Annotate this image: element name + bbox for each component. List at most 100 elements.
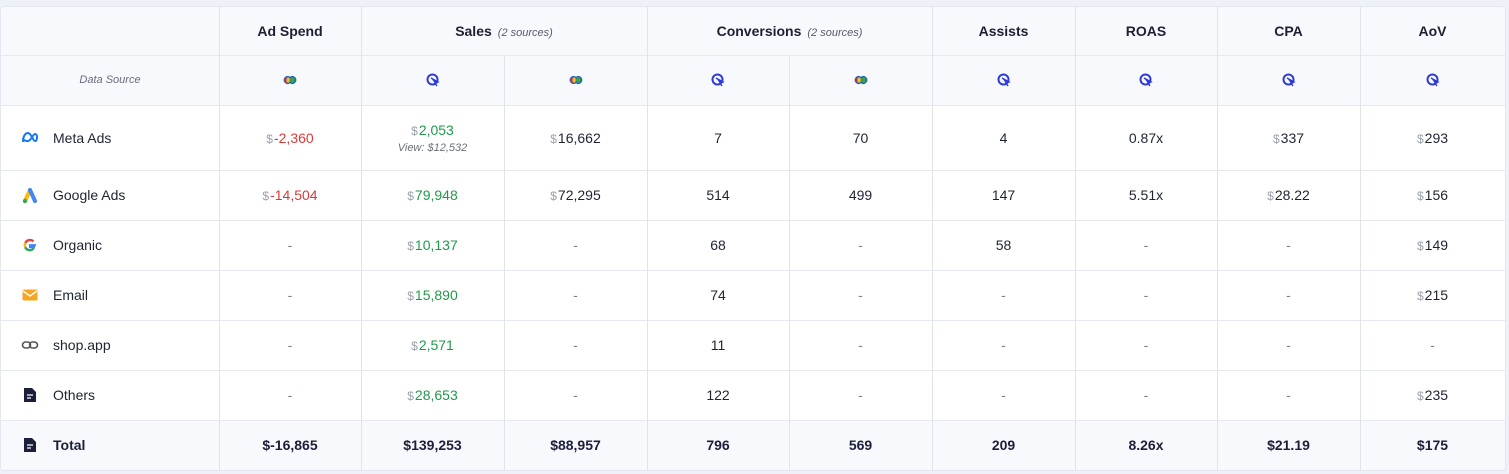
document-icon-wrap (21, 386, 39, 404)
metric-aov: $235 (1360, 370, 1505, 420)
data-source-cell[interactable] (1217, 55, 1360, 105)
currency-symbol: $ (407, 239, 414, 253)
total-value: $139,253 (403, 437, 462, 453)
metric-value: 7 (714, 129, 722, 146)
metric-ad-spend: - (219, 370, 361, 420)
metric-value: 156 (1424, 187, 1449, 203)
data-source-cell[interactable] (361, 55, 504, 105)
attribution-source-icon (426, 73, 440, 87)
empty-value: - (287, 337, 293, 353)
metric-ad-spend: - (219, 320, 361, 370)
metric-roas: - (1075, 320, 1217, 370)
metric-assists: 4 (932, 105, 1075, 170)
currency-symbol: $ (262, 189, 270, 203)
header-roas-label: ROAS (1126, 23, 1166, 39)
channel-name: Google Ads (53, 187, 126, 203)
empty-value: - (1001, 287, 1006, 303)
metric-aov: - (1360, 320, 1505, 370)
metric-value: 499 (848, 187, 873, 203)
total-label-cell: Total (1, 420, 219, 470)
header-aov-title: AoV (1418, 23, 1447, 39)
data-source-cell[interactable] (789, 55, 932, 105)
empty-value: - (1286, 387, 1291, 403)
metric-value: 4 (999, 129, 1008, 146)
currency-symbol: $ (1267, 189, 1274, 203)
metric-cpa: - (1217, 220, 1360, 270)
metric-value: -14,504 (270, 187, 318, 203)
empty-value: - (858, 387, 863, 403)
column-divider (647, 7, 648, 470)
channel-cell[interactable]: shop.app (1, 320, 219, 370)
row-divider (1, 55, 1505, 56)
header-sales[interactable]: Sales (2 sources) (361, 7, 647, 55)
metric-value: 11 (710, 337, 726, 353)
header-assists[interactable]: Assists (932, 7, 1075, 55)
metric-value: 74 (710, 287, 726, 303)
total-roas: 8.26x (1075, 420, 1217, 470)
link-icon-wrap (21, 336, 39, 354)
currency-symbol: $ (411, 339, 418, 353)
channel-name: shop.app (53, 337, 111, 353)
currency-symbol: $ (411, 123, 418, 138)
channel-cell[interactable]: Others (1, 370, 219, 420)
data-source-cell[interactable] (219, 55, 361, 105)
metric-conv-b: - (789, 220, 932, 270)
metric-ad-spend: - (219, 220, 361, 270)
header-cpa[interactable]: CPA (1217, 7, 1360, 55)
data-source-cell[interactable] (647, 55, 789, 105)
header-ad-spend[interactable]: Ad Spend (219, 7, 361, 55)
header-roas-title: ROAS (1125, 23, 1167, 39)
column-divider (1360, 7, 1361, 470)
metric-value: 28.22 (1274, 187, 1310, 203)
metric-ad-spend: $-14,504 (219, 170, 361, 220)
empty-value: - (573, 387, 578, 403)
channel-cell[interactable]: Organic (1, 220, 219, 270)
data-source-cell[interactable] (932, 55, 1075, 105)
header-aov-label: AoV (1419, 23, 1447, 39)
empty-value: - (573, 337, 578, 353)
channel-cell[interactable]: Google Ads (1, 170, 219, 220)
data-source-cell[interactable] (504, 55, 647, 105)
currency-symbol: $ (407, 389, 414, 403)
channel-cell[interactable]: Meta Ads (1, 105, 219, 170)
metric-value: 15,890 (414, 287, 458, 303)
metric-value: 2,053 (418, 121, 454, 138)
total-value: 8.26x (1128, 437, 1164, 453)
header-conversions[interactable]: Conversions (2 sources) (647, 7, 932, 55)
metric-conv-b: - (789, 320, 932, 370)
attribution-source-icon (1282, 73, 1296, 87)
metric-value: 72,295 (557, 187, 601, 203)
header-assists-label: Assists (979, 23, 1029, 39)
metric-cpa: $28.22 (1217, 170, 1360, 220)
email-icon (22, 289, 38, 301)
header-row (1, 7, 1505, 105)
empty-value: - (1143, 237, 1149, 253)
header-aov[interactable]: AoV (1360, 7, 1505, 55)
metric-sales-b: $16,662 (504, 105, 647, 170)
google-ads-icon-wrap (21, 186, 39, 204)
data-source-cell[interactable] (1360, 55, 1505, 105)
metric-value: 79,948 (414, 187, 458, 203)
header-roas[interactable]: ROAS (1075, 7, 1217, 55)
link-icon (21, 341, 39, 349)
metric-ad-spend: $-2,360 (219, 105, 361, 170)
channel-cell[interactable]: Email (1, 270, 219, 320)
view-through-note: View: $12,532 (397, 141, 468, 154)
currency-symbol: $ (407, 189, 414, 203)
email-icon-wrap (21, 286, 39, 304)
currency-symbol: $ (550, 131, 557, 146)
metric-value: 58 (995, 237, 1012, 253)
attribution-source-icon (1139, 73, 1153, 87)
metric-sales-a: $28,653 (361, 370, 504, 420)
data-source-cell[interactable] (1075, 55, 1217, 105)
empty-value: - (1286, 337, 1291, 353)
empty-value: - (287, 237, 293, 253)
attribution-source-icon (711, 73, 725, 87)
currency-symbol: $ (1416, 289, 1424, 303)
total-row-bg (1, 420, 1505, 470)
empty-value: - (287, 387, 293, 403)
total-sales-a: $139,253 (361, 420, 504, 470)
metric-value: 122 (706, 387, 730, 403)
total-value: 209 (991, 437, 1016, 453)
empty-value: - (1143, 337, 1149, 353)
